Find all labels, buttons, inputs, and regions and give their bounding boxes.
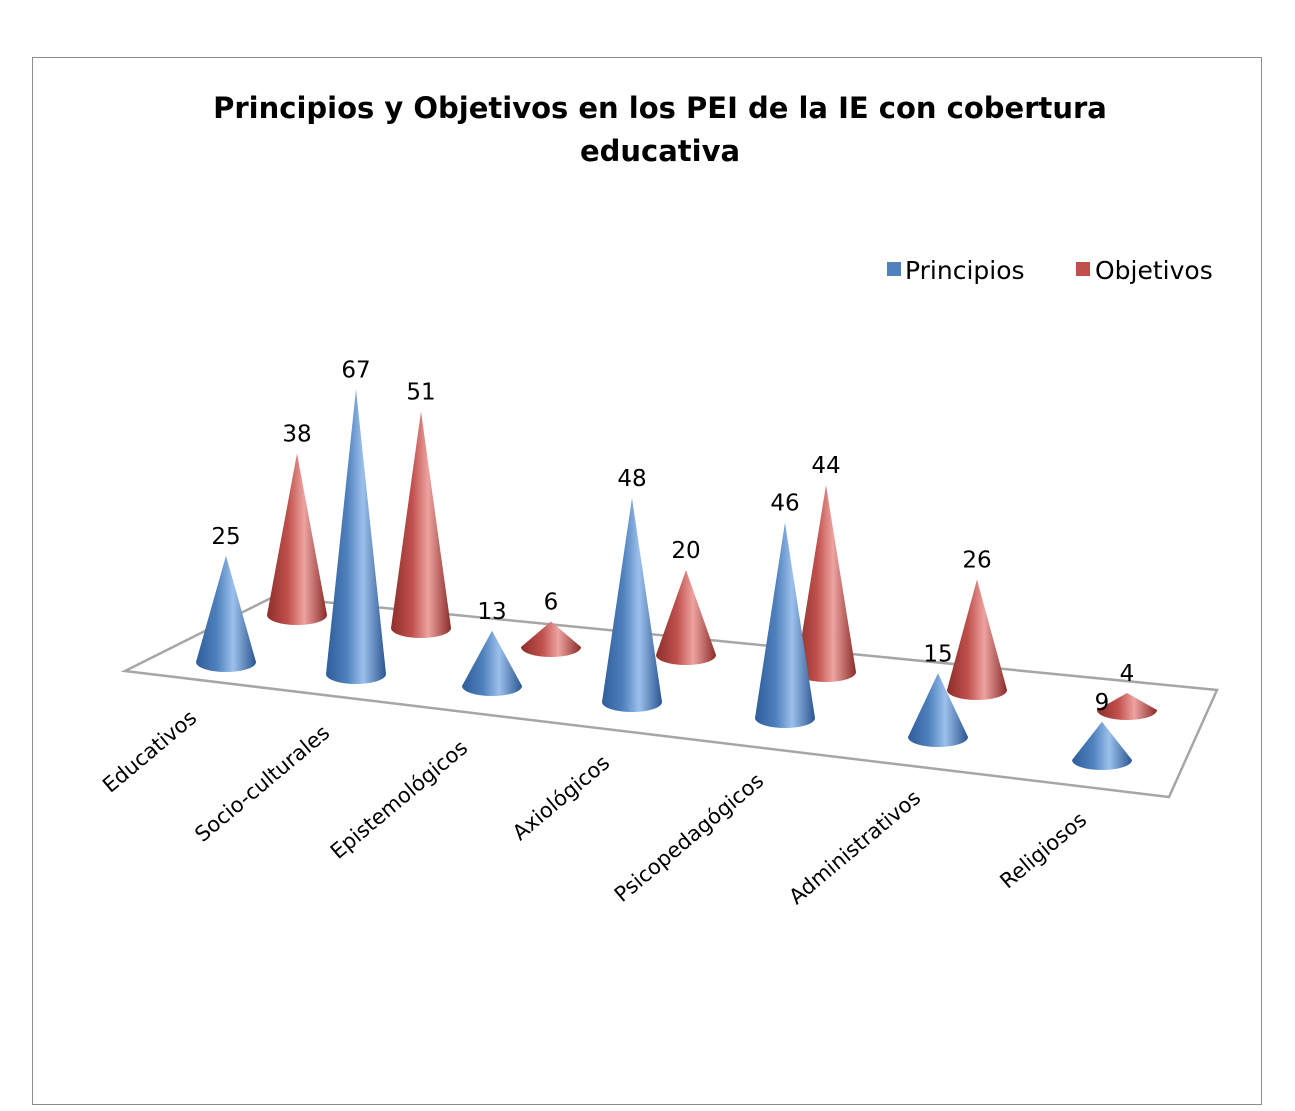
cone-principios-epistemologicos-body — [462, 630, 522, 696]
cone-principios-educativos — [196, 555, 256, 672]
cone-principios-administrativos-data-label: 15 — [923, 641, 952, 667]
cone-principios-psicopedagogicos — [755, 522, 815, 728]
legend-swatch-principios — [887, 262, 901, 276]
cone-objetivos-religiosos-body — [1097, 693, 1157, 720]
cone-objetivos-administrativos-body — [947, 579, 1007, 700]
cone-principios-administrativos-body — [908, 673, 968, 747]
cone-objetivos-axiologicos — [656, 570, 716, 665]
chart-title-line-1: Principios y Objetivos en los PEI de la … — [213, 91, 1107, 125]
category-label-epistemologicos: Epistemológicos — [326, 735, 472, 863]
cone-objetivos-socio-culturales-data-label: 51 — [406, 379, 435, 405]
cone-principios-religiosos-body — [1072, 721, 1132, 770]
cone-objetivos-psicopedagogicos-body — [796, 485, 856, 682]
legend: Principios Objetivos — [887, 256, 1213, 285]
chart-title-line-2: educativa — [580, 134, 740, 168]
cone-principios-socio-culturales-data-label: 67 — [341, 357, 370, 383]
cone-objetivos-religiosos — [1097, 693, 1157, 720]
cone-objetivos-psicopedagogicos-data-label: 44 — [811, 453, 840, 479]
cone-principios-epistemologicos — [462, 630, 522, 696]
category-label-administrativos: Administrativos — [784, 785, 925, 909]
cone-objetivos-administrativos — [947, 579, 1007, 700]
category-label-axiologicos: Axiológicos — [508, 750, 614, 845]
cone-objetivos-religiosos-data-label: 4 — [1120, 661, 1135, 687]
legend-swatch-objetivos — [1076, 262, 1090, 276]
chart-frame — [32, 57, 1262, 1105]
cone-objetivos-educativos-data-label: 38 — [282, 422, 311, 448]
cone-objetivos-socio-culturales-body — [391, 411, 451, 638]
category-label-psicopedagogicos: Psicopedagógicos — [610, 768, 768, 906]
cone-principios-socio-culturales — [326, 389, 386, 684]
cone-objetivos-epistemologicos-data-label: 6 — [544, 590, 559, 616]
category-label-educativos: Educativos — [98, 705, 201, 797]
cone-principios-axiologicos-data-label: 48 — [617, 466, 646, 492]
cone-objetivos-epistemologicos-body — [521, 621, 581, 657]
cone-objetivos-socio-culturales — [391, 411, 451, 638]
cone-principios-educativos-data-label: 25 — [211, 524, 240, 550]
cone-principios-educativos-body — [196, 555, 256, 672]
cone-principios-socio-culturales-body — [326, 389, 386, 684]
cone-objetivos-epistemologicos — [521, 621, 581, 657]
cones-layer — [196, 389, 1157, 770]
cone-principios-religiosos — [1072, 721, 1132, 770]
cone-objetivos-psicopedagogicos — [796, 485, 856, 682]
cone-principios-psicopedagogicos-data-label: 46 — [770, 491, 799, 517]
cone-principios-epistemologicos-data-label: 13 — [477, 599, 506, 625]
cone-principios-religiosos-data-label: 9 — [1095, 690, 1110, 716]
cone-principios-axiologicos-body — [602, 498, 662, 712]
cone-objetivos-educativos — [267, 453, 327, 625]
cone-principios-administrativos — [908, 673, 968, 747]
category-label-socio-culturales: Socio-culturales — [190, 720, 334, 846]
cone-objetivos-axiologicos-body — [656, 570, 716, 665]
cone-objetivos-educativos-body — [267, 453, 327, 625]
cone-principios-psicopedagogicos-body — [755, 522, 815, 728]
category-label-religiosos: Religiosos — [995, 807, 1091, 893]
cone-principios-axiologicos — [602, 498, 662, 712]
cone-objetivos-administrativos-data-label: 26 — [962, 548, 991, 574]
data-labels-layer: 38 51 6 20 44 26 4 25 67 13 48 46 15 9 — [211, 357, 1134, 716]
legend-label-objetivos: Objetivos — [1095, 256, 1213, 285]
cone-objetivos-axiologicos-data-label: 20 — [671, 538, 700, 564]
legend-label-principios: Principios — [905, 256, 1025, 285]
